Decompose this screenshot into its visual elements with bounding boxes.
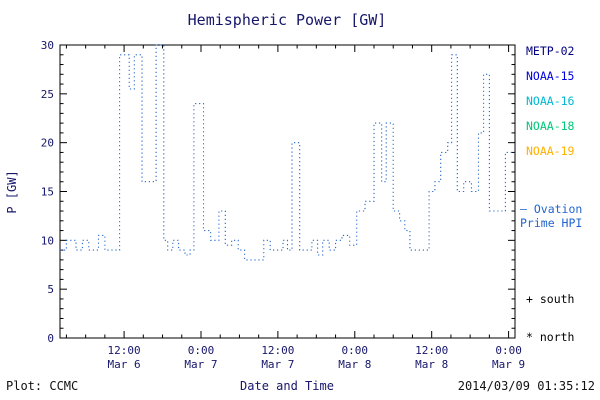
x-tick-label-time: 0:00 (342, 344, 369, 357)
x-tick-label-time: 12:00 (108, 344, 141, 357)
y-tick-label: 10 (41, 234, 54, 247)
y-tick-label: 5 (47, 283, 54, 296)
x-axis-label: Date and Time (240, 379, 334, 393)
x-tick-label-time: 0:00 (188, 344, 215, 357)
legend-ovation-line1: — Ovation (520, 202, 582, 216)
y-axis-label: P [GW] (5, 170, 19, 213)
x-tick-label-date: Mar 7 (261, 358, 294, 371)
x-tick-label-date: Mar 9 (492, 358, 525, 371)
legend-marker-north: * north (526, 330, 574, 344)
legend-marker-south: + south (526, 292, 574, 306)
legend-item-noaa-16: NOAA-16 (526, 94, 575, 108)
y-tick-label: 20 (41, 137, 54, 150)
y-tick-label: 30 (41, 39, 54, 52)
chart-title: Hemispheric Power [GW] (188, 11, 387, 29)
legend-item-noaa-19: NOAA-19 (526, 144, 575, 158)
y-tick-label: 25 (41, 88, 54, 101)
x-tick-label-date: Mar 8 (338, 358, 371, 371)
x-tick-label-time: 12:00 (415, 344, 448, 357)
legend-ovation-line2: Prime HPI (520, 216, 582, 230)
axes-frame (59, 44, 516, 339)
legend-item-noaa-18: NOAA-18 (526, 119, 575, 133)
plot-timestamp: 2014/03/09 01:35:12 (458, 379, 595, 393)
y-tick-label: 0 (47, 332, 54, 345)
x-tick-label-time: 12:00 (261, 344, 294, 357)
legend-item-metp-02: METP-02 (526, 44, 574, 58)
plot-credit: Plot: CCMC (6, 379, 78, 393)
y-tick-label: 15 (41, 186, 54, 199)
x-tick-label-time: 0:00 (495, 344, 522, 357)
x-tick-label-date: Mar 8 (415, 358, 448, 371)
legend-item-noaa-15: NOAA-15 (526, 69, 574, 83)
x-tick-label-date: Mar 6 (108, 358, 141, 371)
hpi-data-line (60, 44, 515, 261)
x-tick-label-date: Mar 7 (184, 358, 217, 371)
